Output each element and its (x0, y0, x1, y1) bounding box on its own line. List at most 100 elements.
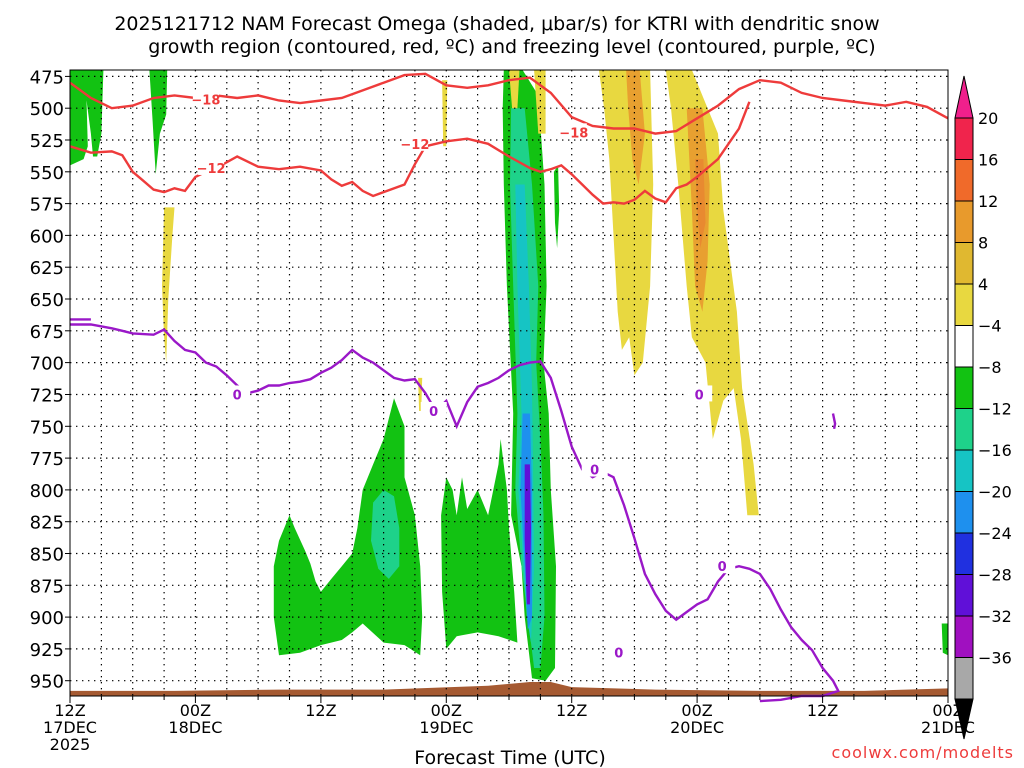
x-tick-label: 00Z (180, 701, 211, 720)
omega-purple-core (524, 464, 531, 605)
colorbar-label: −32 (978, 607, 1012, 626)
colorbar-label: −4 (978, 317, 1002, 336)
contour-label: −18 (559, 126, 588, 141)
contour-label: 0 (233, 389, 242, 404)
y-tick-label: 900 (30, 608, 64, 629)
colorbar-segment (954, 491, 974, 534)
y-tick-label: 875 (30, 576, 64, 597)
contour-label-bg (709, 557, 736, 574)
plot-area: −18 −18 −12 −12 0 0 0 0 0 0 (69, 69, 949, 703)
dgz-contour-minus12 (69, 101, 751, 205)
freezing-level-contour (70, 323, 841, 703)
omega-teal-lower-left (371, 489, 400, 579)
colorbar-segment (954, 532, 974, 575)
colorbar-segment (954, 117, 974, 160)
y-tick-label: 525 (30, 131, 64, 152)
y-tick-label: 950 (30, 672, 64, 693)
colorbar-label: −20 (978, 483, 1012, 502)
colorbar-label: −36 (978, 649, 1012, 668)
grid-lines (70, 70, 948, 696)
watermark-text: coolwx.com/modelts (832, 743, 1014, 762)
contour-label: −18 (191, 93, 220, 108)
x-axis-label: Forecast Time (UTC) (414, 747, 605, 768)
colorbar-label: −24 (978, 524, 1012, 543)
colorbar-segment (954, 615, 974, 658)
x-tick-label: 17DEC (43, 718, 97, 737)
x-tick-label: 12Z (54, 701, 85, 720)
contour-label-bg (420, 401, 447, 418)
contour-label: 0 (614, 647, 623, 662)
colorbar-label: 8 (978, 234, 988, 253)
contour-label: 0 (590, 464, 599, 479)
contour-label: 0 (718, 560, 727, 575)
contours: −18 −18 −12 −12 0 0 0 0 0 0 (69, 72, 949, 703)
colorbar-label: 16 (978, 151, 998, 170)
x-tick-label: 12Z (305, 701, 336, 720)
x-tick-label: 12Z (807, 701, 838, 720)
y-tick-label: 825 (30, 513, 64, 534)
y-tick-label: 850 (30, 545, 64, 566)
y-tick-label: 500 (30, 99, 64, 120)
colorbar-label: −28 (978, 566, 1012, 585)
y-axis-pressure: 475 500 525 550 575 600 625 650 675 700 725 750 775 8… (30, 67, 70, 693)
y-tick-label: 475 (30, 67, 64, 88)
chart-title-line1: 2025121712 NAM Forecast Omega (shaded, μ… (114, 13, 879, 35)
contour-label-bg (192, 90, 219, 107)
y-tick-label: 650 (30, 290, 64, 311)
contour-label-bg (198, 158, 225, 175)
colorbar-segment (954, 408, 974, 451)
contour-label: −12 (400, 138, 429, 153)
y-tick-label: 550 (30, 163, 64, 184)
colorbar-label: −8 (978, 358, 1002, 377)
y-tick-label: 725 (30, 386, 64, 407)
colorbar-segment (954, 657, 974, 700)
colorbar-label: 12 (978, 192, 998, 211)
y-tick-label: 925 (30, 640, 64, 661)
colorbar-label: −16 (978, 441, 1012, 460)
y-tick-label: 775 (30, 449, 64, 470)
freezing-level-contour-small (831, 413, 837, 430)
y-tick-label: 750 (30, 417, 64, 438)
colorbar-segment (954, 283, 974, 326)
colorbar-segment (954, 366, 974, 409)
omega-green-sliver (553, 165, 560, 249)
colorbar-segment (954, 574, 974, 617)
y-tick-label: 600 (30, 226, 64, 247)
contour-label: 0 (429, 405, 438, 420)
x-tick-label: 00Z (681, 701, 712, 720)
x-tick-label: 2025 (50, 735, 91, 754)
y-tick-label: 675 (30, 322, 64, 343)
y-tick-label: 575 (30, 195, 64, 216)
colorbar-segment (954, 242, 974, 285)
x-tick-label: 00Z (932, 701, 963, 720)
contour-label: −12 (197, 162, 226, 177)
contour-label-bg (560, 123, 587, 140)
omega-green-top-left-2 (82, 70, 104, 157)
contour-label-bg (605, 643, 632, 660)
contour-label: 0 (695, 389, 704, 404)
omega-yellow-column-left (162, 207, 175, 363)
colorbar-legend: 20 16 12 8 4 −4 −8 −12 −16 −20 −24 −28 −32 −36 (954, 75, 1012, 740)
colorbar-label: 20 (978, 109, 998, 128)
colorbar-segment (954, 159, 974, 202)
contour-label-bg (686, 385, 713, 402)
colorbar-segment (954, 449, 974, 492)
x-tick-label: 19DEC (419, 718, 473, 737)
contour-label-bg (581, 460, 608, 477)
colorbar-segment (954, 200, 974, 243)
colorbar-bottom-arrow (954, 698, 974, 740)
colorbar-segment (954, 325, 974, 368)
omega-green-lower-left (273, 398, 423, 656)
omega-yellow-sliver (442, 80, 448, 147)
contour-label-bg (401, 134, 428, 151)
chart-title-line2: growth region (contoured, red, ºC) and f… (148, 36, 875, 58)
y-tick-label: 700 (30, 354, 64, 375)
y-tick-label: 800 (30, 481, 64, 502)
colorbar-label: −12 (978, 400, 1012, 419)
colorbar-top-arrow (954, 75, 974, 119)
y-tick-label: 625 (30, 258, 64, 279)
x-tick-label: 18DEC (168, 718, 222, 737)
x-tick-label: 20DEC (670, 718, 724, 737)
